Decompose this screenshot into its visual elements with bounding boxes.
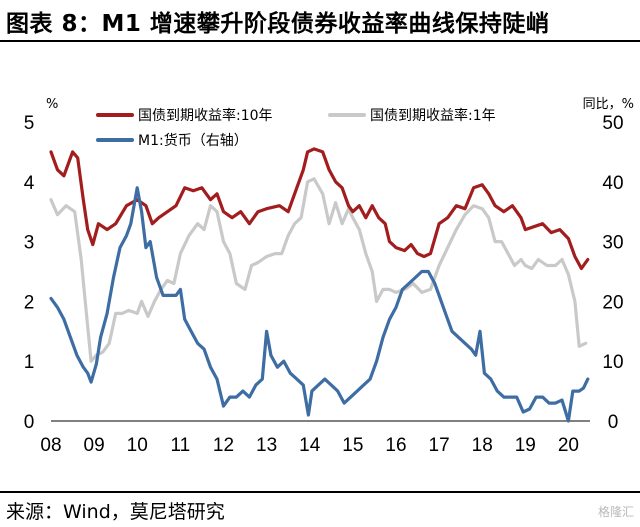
x-tick-label: 14: [299, 435, 321, 456]
series-line-10y-yield: [49, 147, 590, 271]
watermark-logo: 格隆汇: [597, 505, 634, 519]
title-rule: [0, 40, 640, 42]
x-tick-label: 10: [127, 435, 148, 456]
line-chart: 08 09 10 11 12 13 14 15 16 17 18 19 2001234501020304…: [24, 97, 634, 456]
x-tick-label: 17: [429, 435, 450, 456]
x-tick-label: 09: [84, 435, 105, 456]
left-axis-unit: %: [46, 97, 58, 112]
x-tick-label: 18: [472, 435, 493, 456]
axes: 08 09 10 11 12 13 14 15 16 17 18 19 2001234501020304…: [24, 97, 634, 456]
x-tick-label: 15: [342, 435, 363, 456]
legend-label: M1:货币（右轴）: [138, 132, 248, 149]
x-tick-label: 08: [40, 435, 61, 456]
x-tick-label: 12: [213, 435, 234, 456]
right-y-tick-label: 20: [602, 292, 623, 313]
x-tick-label: 11: [170, 435, 190, 456]
series-line-m1: [49, 186, 590, 423]
left-y-tick-label: 5: [24, 113, 35, 134]
page-title: 图表 8：M1 增速攀升阶段债券收益率曲线保持陡峭: [6, 11, 550, 37]
series-line-1y-yield: [49, 177, 588, 363]
source-rule: [0, 491, 640, 493]
left-y-tick-label: 3: [24, 233, 35, 254]
right-axis-unit: 同比，%: [583, 97, 634, 112]
x-tick-label: 19: [515, 435, 536, 456]
x-tick-label: 16: [385, 435, 406, 456]
right-y-tick-label: 40: [602, 173, 623, 194]
right-y-tick-label: 0: [608, 412, 619, 433]
legend-label: 国债到期收益率:1年: [370, 107, 496, 124]
right-y-tick-label: 50: [602, 113, 623, 134]
left-y-tick-label: 0: [24, 412, 35, 433]
right-y-tick-label: 10: [602, 352, 623, 373]
x-tick-label: 20: [558, 435, 579, 456]
series-lines: [49, 147, 590, 423]
left-y-tick-label: 4: [24, 173, 35, 194]
x-tick-label: 13: [256, 435, 277, 456]
source-note: 来源：Wind，莫尼塔研究: [6, 501, 225, 523]
legend-label: 国债到期收益率:10年: [138, 107, 273, 124]
legend: 国债到期收益率:10年 国债到期收益率:1年 M1:货币（右轴）: [96, 107, 496, 149]
left-y-tick-label: 1: [24, 352, 35, 373]
left-y-tick-label: 2: [24, 292, 35, 313]
right-y-tick-label: 30: [602, 233, 623, 254]
